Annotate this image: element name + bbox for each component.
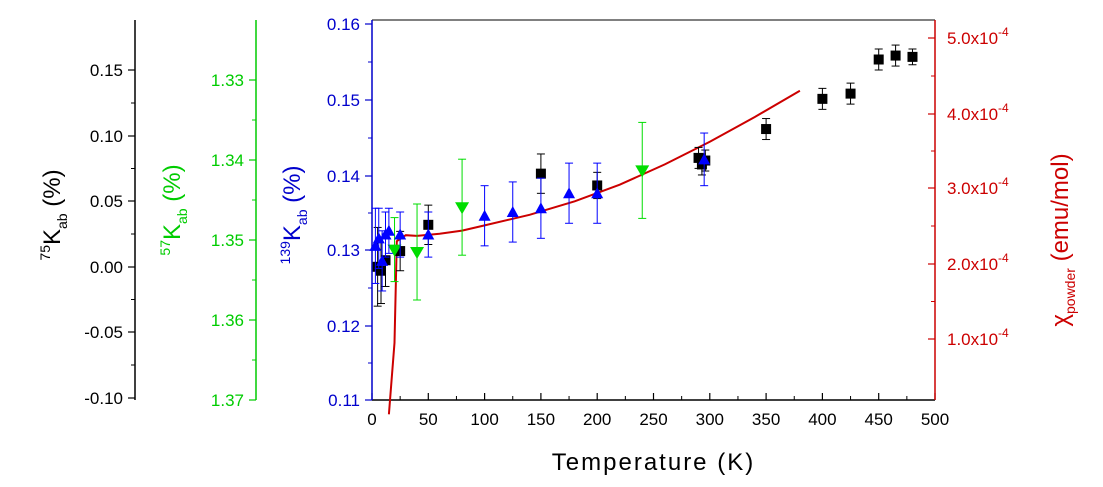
k75-tick-label: 0.15 (90, 61, 123, 80)
x-tick-label: 400 (808, 410, 836, 429)
k75-point (817, 93, 828, 104)
x-tick-label: 200 (583, 410, 611, 429)
k139-tick-label: 0.11 (328, 391, 360, 410)
chi-curve (387, 89, 801, 415)
chi-tick-mantissa: 5.0x10 (947, 29, 998, 48)
k57-title-sub: ab (174, 208, 190, 224)
x-tick-label: 300 (696, 410, 724, 429)
k75-tick-label: -0.05 (84, 323, 123, 342)
chi-title-unit: (emu/mol) (1047, 153, 1074, 268)
k139-title-sup: 139 (277, 241, 293, 265)
chi-tick-mantissa: 1.0x10 (947, 330, 998, 349)
chi-title-sub: powder (1062, 268, 1078, 314)
labels-layer: 0 50 100 150 200 250 300 350 400 450 500 Temperatur… (37, 15, 1078, 476)
chi-tick-mantissa: 4.0x10 (947, 105, 998, 124)
chi-tick-label: 3.0x10-4 (947, 175, 1009, 198)
chi-tick-exponent: -4 (998, 326, 1009, 340)
k75-title-sup: 75 (37, 245, 53, 261)
chi-axis-title: χpowder (emu/mol) (1047, 153, 1078, 326)
k57-point (455, 202, 470, 215)
x-tick-label: 450 (865, 410, 893, 429)
x-tick-label: 0 (367, 410, 376, 429)
k139-point (422, 228, 435, 240)
k75-title-main: K (39, 229, 66, 245)
chi-tick-label: 2.0x10-4 (947, 251, 1009, 274)
x-tick-label: 350 (752, 410, 780, 429)
x-axis-title: Temperature (K) (552, 449, 755, 476)
k75-tick-label: 0.10 (90, 127, 123, 146)
k57-tick-label: 1.36 (211, 311, 244, 330)
axes-layer (128, 19, 936, 401)
k139-point (506, 206, 519, 217)
k139-tick-label: 0.14 (327, 167, 360, 186)
k57-tick-label: 1.37 (211, 391, 244, 410)
k75-axis-title: 75Kab (%) (37, 169, 70, 260)
x-tick-label: 250 (639, 410, 667, 429)
chi-tick-exponent: -4 (998, 175, 1009, 189)
chi-tick-label: 5.0x10-4 (947, 25, 1009, 48)
k139-tick-label: 0.15 (327, 91, 360, 110)
chi-title-main: χ (1047, 314, 1074, 327)
x-tick-label: 100 (470, 410, 498, 429)
k75-tick-label: 0.05 (90, 192, 123, 211)
k139-title-unit: (%) (279, 166, 306, 210)
k57-tick-label: 1.34 (211, 151, 244, 170)
chi-tick-label: 4.0x10-4 (947, 101, 1009, 124)
data-layer (369, 44, 918, 415)
k75-point (845, 88, 856, 99)
k75-point (907, 51, 918, 62)
k139-axis-title: 139Kab (%) (277, 166, 310, 265)
chi-tick-exponent: -4 (998, 25, 1009, 39)
k75-point (693, 152, 704, 163)
chi-tick-mantissa: 3.0x10 (947, 179, 998, 198)
k75-point (873, 54, 884, 65)
k57-title-sup: 57 (157, 240, 173, 256)
x-tick-label: 50 (419, 410, 438, 429)
k75-point (380, 255, 391, 266)
k139-point (382, 224, 395, 236)
k57-title-main: K (159, 224, 186, 240)
x-tick-label: 150 (527, 410, 555, 429)
k139-tick-label: 0.13 (327, 241, 360, 260)
k75-title-unit: (%) (39, 169, 66, 213)
k139-point (534, 202, 547, 214)
k57-title-unit: (%) (159, 164, 186, 208)
k139-tick-label: 0.12 (327, 317, 360, 336)
k75-point (890, 50, 901, 61)
k139-title-main: K (279, 225, 306, 241)
k57-tick-label: 1.35 (211, 231, 244, 250)
k75-point (376, 265, 387, 276)
k57-tick-label: 1.33 (211, 71, 244, 90)
k57-point (410, 247, 425, 259)
k139-tick-label: 0.16 (327, 15, 360, 34)
k139-point (698, 153, 711, 165)
k139-point (394, 228, 407, 240)
x-tick-label: 500 (921, 410, 949, 429)
chi-tick-exponent: -4 (998, 251, 1009, 265)
k139-title-sub: ab (294, 209, 310, 225)
k57-axis-title: 57Kab (%) (157, 164, 190, 255)
k75-tick-label: 0.00 (90, 258, 123, 277)
k139-point (478, 209, 491, 221)
k139-point (376, 254, 389, 266)
chi-tick-label: 1.0x10-4 (947, 326, 1009, 349)
k139-point (563, 187, 576, 199)
chi-tick-exponent: -4 (998, 101, 1009, 115)
k139-point (591, 187, 604, 199)
k57-point (387, 244, 402, 257)
k75-point (535, 168, 546, 179)
k75-title-sub: ab (54, 213, 70, 229)
k57-point (635, 165, 650, 178)
k75-tick-label: -0.10 (84, 389, 123, 408)
chi-tick-mantissa: 2.0x10 (947, 255, 998, 274)
k75-point (761, 124, 772, 135)
